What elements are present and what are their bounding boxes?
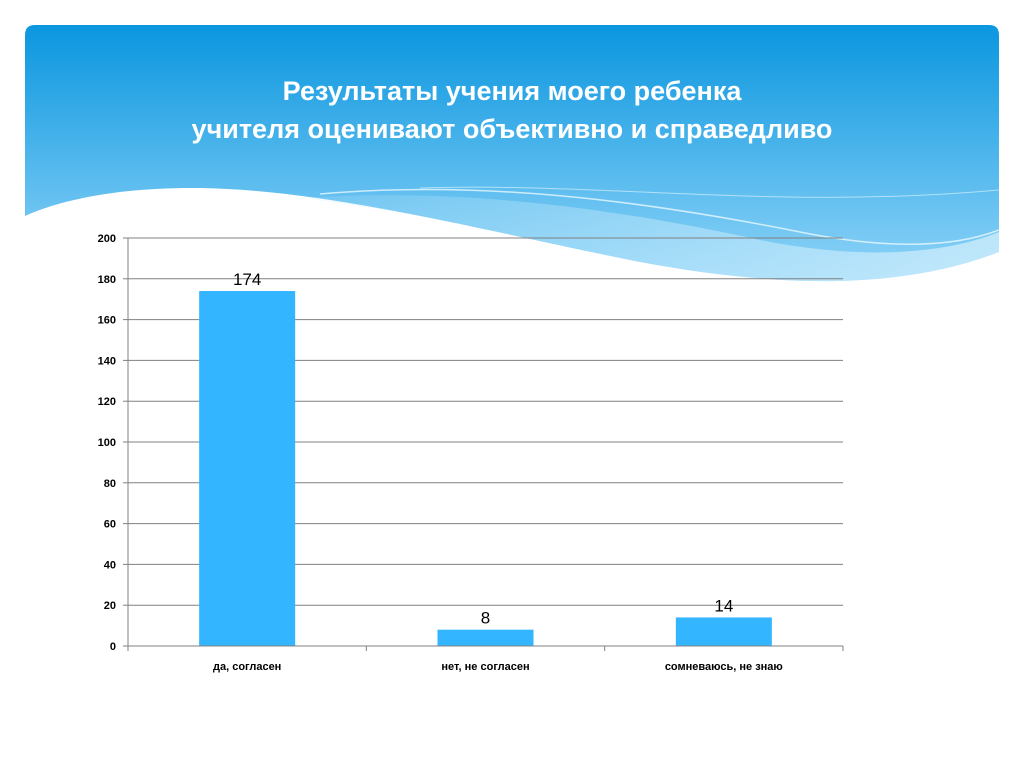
header-wave-line-2 bbox=[419, 186, 1000, 198]
data-label: 174 bbox=[233, 270, 261, 289]
header-wave-line bbox=[319, 188, 1000, 246]
y-tick-label: 0 bbox=[110, 641, 116, 653]
y-tick-label: 40 bbox=[104, 559, 116, 571]
y-tick-label: 80 bbox=[104, 478, 116, 490]
bar bbox=[675, 617, 772, 646]
x-category-label: сомневаюсь, не знаю bbox=[665, 661, 783, 673]
data-label: 14 bbox=[714, 596, 733, 615]
y-tick-label: 140 bbox=[98, 355, 116, 367]
x-category-label: да, согласен bbox=[213, 661, 281, 673]
x-category-label: нет, не согласен bbox=[441, 661, 529, 673]
header-panel bbox=[25, 25, 999, 282]
y-tick-label: 120 bbox=[98, 396, 116, 408]
y-tick-label: 60 bbox=[104, 519, 116, 531]
y-tick-label: 200 bbox=[98, 233, 116, 245]
y-tick-label: 100 bbox=[98, 437, 116, 449]
y-tick-label: 180 bbox=[98, 274, 116, 286]
bar bbox=[199, 291, 296, 646]
data-label: 8 bbox=[481, 609, 490, 628]
slide-title: Результаты учения моего ребенка учителя … bbox=[0, 72, 1024, 148]
bar bbox=[437, 629, 534, 646]
y-tick-label: 160 bbox=[98, 315, 116, 327]
y-tick-label: 20 bbox=[104, 600, 116, 612]
title-line-2: учителя оценивают объективно и справедли… bbox=[191, 114, 833, 144]
title-line-1: Результаты учения моего ребенка bbox=[282, 76, 742, 106]
